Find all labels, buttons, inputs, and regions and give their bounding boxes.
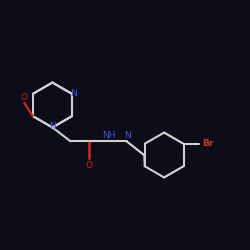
- Text: N: N: [70, 89, 76, 98]
- Text: O: O: [21, 92, 28, 102]
- Text: NH: NH: [102, 131, 116, 140]
- Text: Br: Br: [202, 139, 213, 148]
- Text: O: O: [86, 160, 93, 170]
- Text: N: N: [49, 122, 56, 131]
- Text: N: N: [124, 131, 130, 140]
